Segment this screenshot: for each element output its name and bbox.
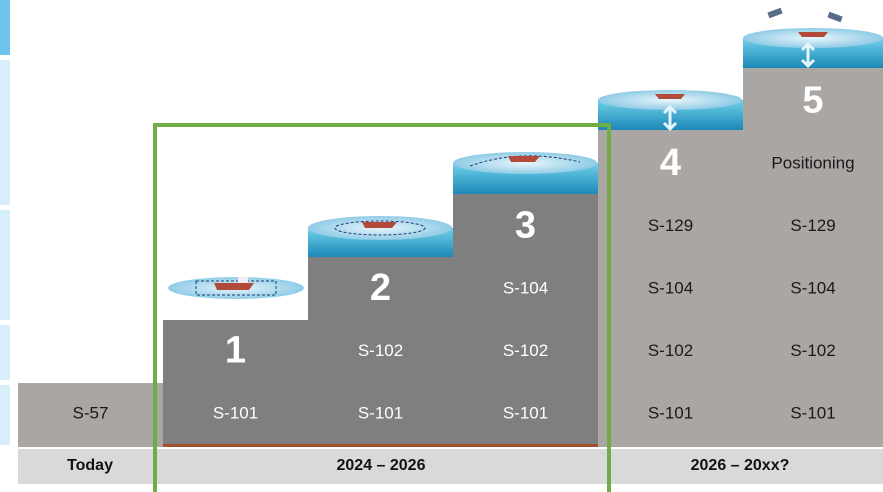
step-number: 1 <box>225 330 246 372</box>
standard-label: S-101 <box>503 403 548 422</box>
standard-label: S-104 <box>790 278 835 297</box>
ocean-icons <box>168 7 883 299</box>
step-column: S-57 <box>18 383 163 447</box>
step-block <box>308 257 453 447</box>
standard-label: S-102 <box>358 341 403 360</box>
step-number: 2 <box>370 267 391 309</box>
standard-label: S-101 <box>358 403 403 422</box>
step-column: Positioning S-129 S-104 S-102 S-101 5 <box>743 68 883 447</box>
standard-label: S-101 <box>213 403 258 422</box>
standard-label: S-101 <box>648 403 693 422</box>
standard-label: S-104 <box>648 278 693 297</box>
step-block <box>163 320 308 447</box>
standard-label: S-129 <box>790 216 835 235</box>
standard-label: S-104 <box>503 278 548 297</box>
period-label: 2024 – 2026 <box>337 457 426 474</box>
standard-label: S-102 <box>790 341 835 360</box>
step-number: 4 <box>660 142 681 184</box>
step-column: S-101 1 <box>163 320 308 447</box>
standard-label: S-57 <box>73 403 109 422</box>
step-column: S-104 S-102 S-101 3 <box>453 194 598 447</box>
baseline <box>163 444 598 447</box>
step-number: 5 <box>802 80 823 122</box>
standard-label: Positioning <box>771 153 854 172</box>
step-block <box>453 194 598 447</box>
period-bar: Today 2024 – 2026 2026 – 20xx? <box>18 449 883 484</box>
left-strips <box>0 0 10 445</box>
step-column: S-102 S-101 2 <box>308 257 453 447</box>
period-label: Today <box>67 457 113 474</box>
standard-label: S-101 <box>790 403 835 422</box>
step-block <box>18 383 163 447</box>
focus-frame <box>153 123 611 492</box>
step-number: 3 <box>515 205 536 247</box>
standard-label: S-102 <box>648 341 693 360</box>
step-column: S-129 S-104 S-102 S-101 4 <box>598 130 743 447</box>
step-block <box>598 130 743 447</box>
step-block <box>743 68 883 447</box>
standard-label: S-102 <box>503 341 548 360</box>
standard-label: S-129 <box>648 216 693 235</box>
period-label: 2026 – 20xx? <box>691 457 790 474</box>
